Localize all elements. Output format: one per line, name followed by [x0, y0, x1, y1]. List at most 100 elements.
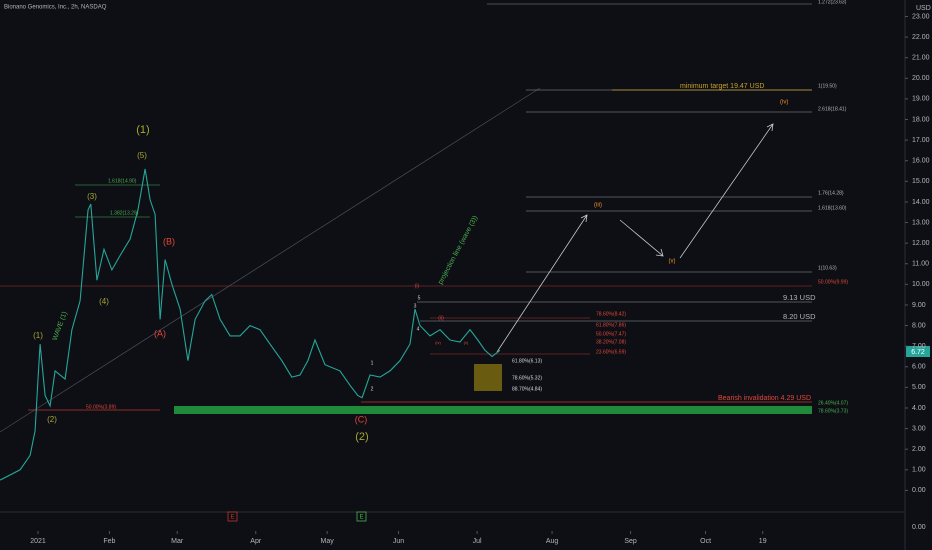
- lower-pane-tick: 0.00: [912, 524, 926, 531]
- annotation: 88.70%(4.84): [512, 386, 542, 392]
- y-tick-label: 16.00: [912, 158, 930, 165]
- x-tick-label: Aug: [546, 538, 559, 545]
- annotation: 26.40%(4.07): [818, 400, 848, 406]
- last-price-tag: [906, 346, 930, 357]
- y-tick-label: 23.00: [912, 13, 930, 20]
- annotation: 38.20%(7.08): [596, 339, 626, 345]
- annotation: (4): [99, 297, 109, 306]
- y-tick-label: 17.00: [912, 137, 930, 144]
- x-tick-label: Oct: [700, 538, 711, 545]
- annotation: 9.13 USD: [783, 293, 816, 302]
- annotation: (3): [87, 192, 97, 201]
- x-tick-label: May: [321, 538, 335, 545]
- annotation: 5: [418, 295, 421, 301]
- y-tick-label: 1.00: [912, 467, 926, 474]
- annotation: (A): [154, 328, 166, 338]
- annotation: 61.80%(7.86): [596, 322, 626, 328]
- annotation: 2: [371, 386, 374, 392]
- y-tick-label: 13.00: [912, 219, 930, 226]
- y-tick-label: 6.00: [912, 364, 926, 371]
- y-tick-label: 7.00: [912, 343, 926, 350]
- annotation: (i): [415, 283, 420, 289]
- trend-line: [0, 87, 541, 433]
- y-tick-label: 19.00: [912, 96, 930, 103]
- y-tick-label: 3.00: [912, 425, 926, 432]
- y-tick-label: 20.00: [912, 75, 930, 82]
- annotation: (iii): [594, 203, 602, 209]
- annotation: 50.00%(3.89): [86, 404, 116, 410]
- x-tick-label: Jun: [393, 538, 404, 545]
- annotation: 23.60%(6.59): [596, 349, 626, 355]
- annotation: (2): [355, 431, 368, 443]
- annotation: 2.618(18.41): [818, 106, 847, 112]
- annotation: 1(10.63): [818, 265, 837, 271]
- annotation: (B): [163, 236, 175, 246]
- annotation: 78.60%(8.42): [596, 311, 626, 317]
- support-zone: [174, 406, 812, 414]
- arrow: [496, 214, 588, 353]
- annotation: (C): [355, 414, 368, 424]
- y-tick-label: 9.00: [912, 302, 926, 309]
- y-tick-label: 21.00: [912, 55, 930, 62]
- annotation: 3: [414, 303, 417, 309]
- annotation: (5): [137, 151, 147, 160]
- x-tick-label: 19: [759, 538, 767, 545]
- annotation: 50.00%(9.99): [818, 279, 848, 285]
- annotation: 61.80%(6.13): [512, 358, 542, 364]
- y-tick-label: 4.00: [912, 405, 926, 412]
- annotation: 78.60%(3.73): [818, 408, 848, 414]
- price-line: [0, 168, 501, 481]
- annotation: (iv): [780, 100, 788, 106]
- annotation: (v): [464, 340, 469, 345]
- x-tick-label: Feb: [103, 538, 115, 545]
- annotation: (1): [136, 124, 149, 136]
- x-tick-label: 2021: [30, 538, 46, 545]
- arrow: [619, 219, 664, 257]
- event-marker-label: E: [230, 515, 234, 521]
- target-zone: [474, 364, 502, 391]
- chart-title: Bionano Genomics, Inc., 2h, NASDAQ: [4, 5, 107, 11]
- y-tick-label: 14.00: [912, 199, 930, 206]
- x-tick-label: Jul: [473, 538, 482, 545]
- annotation: 78.60%(5.32): [512, 375, 542, 381]
- y-tick-label: 8.00: [912, 322, 926, 329]
- x-tick-label: Apr: [250, 538, 262, 545]
- y-tick-label: 0.00: [912, 487, 926, 494]
- annotation: 4: [417, 326, 420, 332]
- currency-label: USD: [916, 5, 931, 12]
- y-tick-label: 5.00: [912, 384, 926, 391]
- event-marker[interactable]: [356, 511, 367, 522]
- annotation: (iv): [435, 340, 441, 345]
- annotation: 1: [371, 360, 374, 366]
- last-price-label: 6.72: [911, 349, 925, 356]
- event-marker-label: E: [359, 515, 363, 521]
- annotation: Bearish invalidation 4.29 USD: [718, 395, 811, 402]
- y-tick-label: 22.00: [912, 34, 930, 41]
- y-tick-label: 18.00: [912, 116, 930, 123]
- x-tick-label: Sep: [624, 538, 637, 545]
- annotation: 1.618(14.90): [108, 178, 137, 184]
- annotation: 1.382(13.29): [110, 210, 139, 216]
- annotation: 1(19.50): [818, 83, 837, 89]
- y-tick-label: 2.00: [912, 446, 926, 453]
- annotation: (1): [33, 331, 43, 340]
- annotation: 50.00%(7.47): [596, 331, 626, 337]
- annotation: (2): [47, 415, 57, 424]
- y-tick-label: 10.00: [912, 281, 930, 288]
- event-marker[interactable]: [227, 511, 238, 522]
- annotation: 1.618(13.60): [818, 205, 847, 211]
- y-tick-label: 12.00: [912, 240, 930, 247]
- annotation: 8.20 USD: [783, 312, 816, 321]
- annotation: minimum target 19.47 USD: [680, 83, 764, 90]
- annotation: 1.76(14.28): [818, 190, 844, 196]
- x-tick-label: Mar: [171, 538, 184, 545]
- annotation: 1.272(23.63): [818, 0, 847, 5]
- arrow: [679, 123, 774, 259]
- annotation: (ii): [438, 315, 444, 321]
- annotation: (v): [669, 259, 676, 265]
- projection-arrows: [496, 123, 774, 353]
- y-tick-label: 15.00: [912, 178, 930, 185]
- y-tick-label: 11.00: [912, 261, 929, 268]
